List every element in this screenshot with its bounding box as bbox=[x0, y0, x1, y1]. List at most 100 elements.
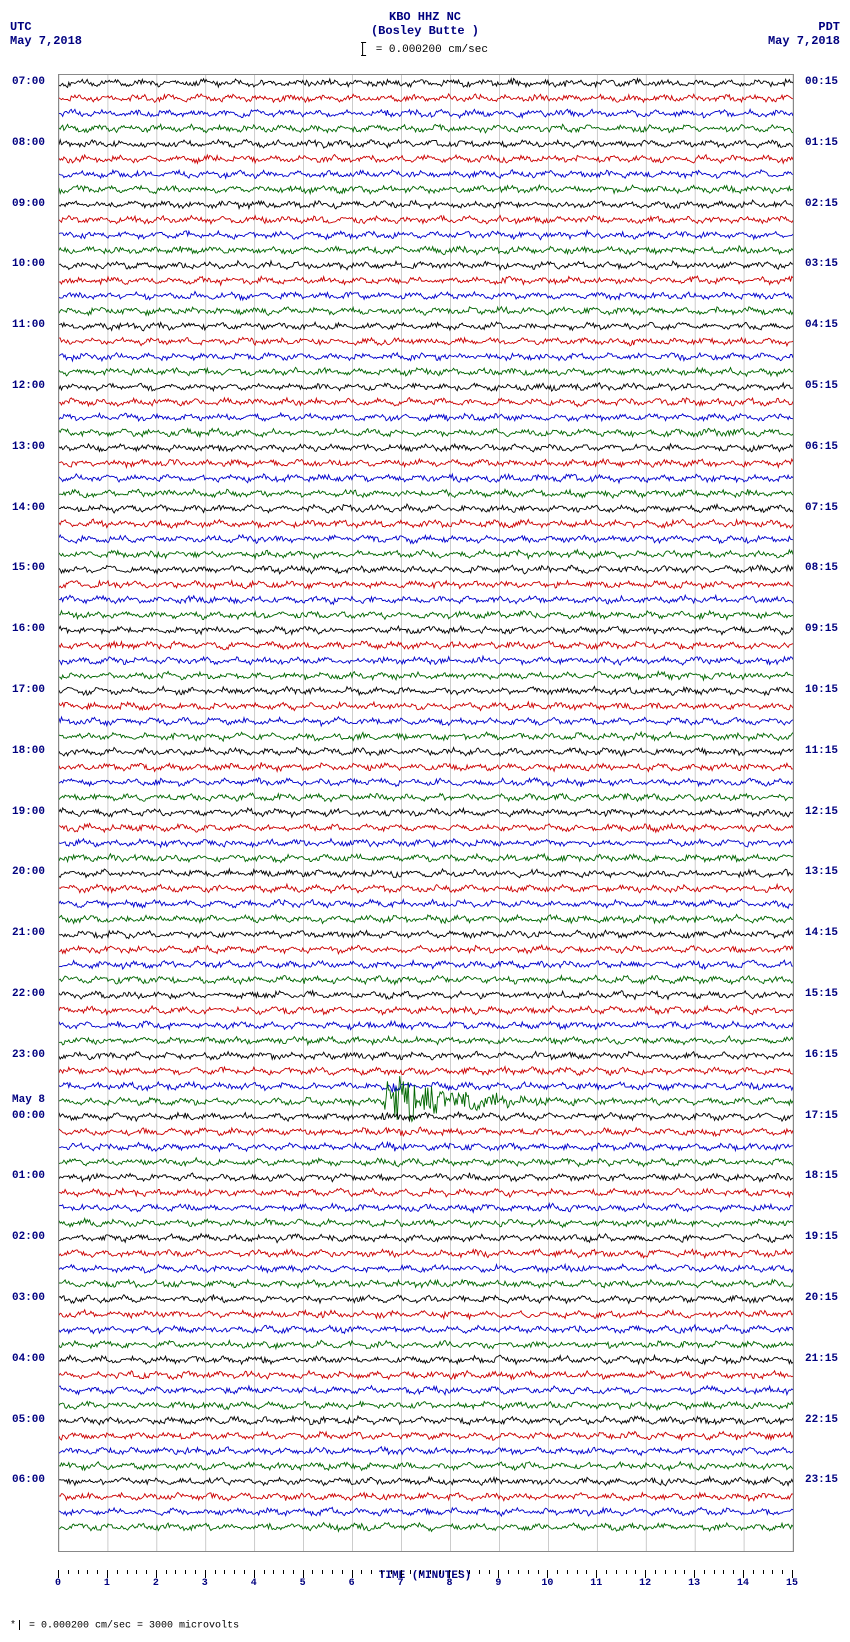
trace bbox=[59, 1416, 793, 1425]
tick-minor bbox=[244, 1570, 245, 1574]
trace bbox=[59, 1447, 793, 1456]
trace bbox=[59, 550, 793, 559]
trace bbox=[59, 1507, 793, 1516]
tick-minor bbox=[361, 1570, 362, 1574]
trace bbox=[59, 717, 793, 726]
tick-minor bbox=[538, 1570, 539, 1574]
tick-major bbox=[498, 1570, 499, 1578]
tick-minor bbox=[518, 1570, 519, 1574]
trace bbox=[59, 322, 793, 331]
tick-minor bbox=[215, 1570, 216, 1574]
trace bbox=[59, 671, 793, 680]
trace bbox=[59, 1280, 793, 1288]
time-label-left: 17:00 bbox=[12, 684, 45, 696]
time-label-right: 00:15 bbox=[805, 76, 838, 88]
time-label-right: 07:15 bbox=[805, 502, 838, 514]
tick-minor bbox=[684, 1570, 685, 1574]
tick-minor bbox=[733, 1570, 734, 1574]
trace bbox=[59, 748, 793, 757]
trace bbox=[59, 535, 793, 544]
trace bbox=[59, 930, 793, 939]
time-label-right: 23:15 bbox=[805, 1474, 838, 1486]
footer-text: = 0.000200 cm/sec = 3000 microvolts bbox=[29, 1621, 239, 1632]
tick-minor bbox=[626, 1570, 627, 1574]
tick-minor bbox=[459, 1570, 460, 1574]
time-label-left: 16:00 bbox=[12, 623, 45, 635]
time-label-right: 15:15 bbox=[805, 988, 838, 1000]
tick-minor bbox=[635, 1570, 636, 1574]
trace bbox=[59, 1355, 793, 1364]
tick-major bbox=[694, 1570, 695, 1578]
time-label-left: May 8 bbox=[12, 1094, 45, 1106]
time-label-right: 19:15 bbox=[805, 1231, 838, 1243]
trace bbox=[59, 581, 793, 589]
tick-minor bbox=[273, 1570, 274, 1574]
tick-label: 2 bbox=[153, 1578, 159, 1589]
time-label-right: 05:15 bbox=[805, 380, 838, 392]
tick-minor bbox=[508, 1570, 509, 1574]
trace bbox=[59, 474, 793, 483]
time-label-left: 04:00 bbox=[12, 1353, 45, 1365]
tick-minor bbox=[283, 1570, 284, 1574]
tick-label: 12 bbox=[639, 1578, 651, 1589]
tick-minor bbox=[557, 1570, 558, 1574]
trace bbox=[59, 732, 793, 741]
tick-label: 7 bbox=[398, 1578, 404, 1589]
trace bbox=[59, 140, 793, 149]
time-label-left: 18:00 bbox=[12, 745, 45, 757]
left-tz-label: UTC May 7,2018 bbox=[10, 20, 82, 48]
trace bbox=[59, 1432, 793, 1441]
station-name: (Bosley Butte ) bbox=[371, 24, 479, 38]
tick-minor bbox=[665, 1570, 666, 1574]
trace bbox=[59, 1249, 793, 1258]
tick-minor bbox=[117, 1570, 118, 1574]
tick-label: 8 bbox=[446, 1578, 452, 1589]
tick-minor bbox=[440, 1570, 441, 1574]
time-label-right: 18:15 bbox=[805, 1170, 838, 1182]
trace bbox=[59, 778, 793, 787]
tick-label: 4 bbox=[251, 1578, 257, 1589]
trace bbox=[59, 79, 793, 88]
tick-minor bbox=[606, 1570, 607, 1574]
footer: * = 0.000200 cm/sec = 3000 microvolts bbox=[10, 1620, 840, 1632]
station-code: KBO HHZ NC bbox=[389, 10, 461, 24]
trace bbox=[59, 641, 793, 650]
trace bbox=[59, 1067, 793, 1076]
trace bbox=[59, 337, 793, 346]
plot-wrap: TIME (MINUTES) 0123456789101112131415 07… bbox=[58, 74, 792, 1610]
tick-major bbox=[58, 1570, 59, 1578]
trace bbox=[59, 353, 793, 361]
trace bbox=[59, 444, 793, 452]
trace bbox=[59, 1477, 793, 1486]
trace bbox=[59, 94, 793, 102]
time-label-right: 14:15 bbox=[805, 927, 838, 939]
time-label-right: 12:15 bbox=[805, 806, 838, 818]
seismogram-svg bbox=[59, 75, 793, 1551]
trace bbox=[59, 1340, 793, 1348]
time-label-right: 20:15 bbox=[805, 1292, 838, 1304]
time-label-left: 10:00 bbox=[12, 258, 45, 270]
trace bbox=[59, 1006, 793, 1015]
right-tz-label: PDT May 7,2018 bbox=[768, 20, 840, 48]
tick-minor bbox=[753, 1570, 754, 1574]
tick-minor bbox=[489, 1570, 490, 1574]
tick-label: 11 bbox=[590, 1578, 602, 1589]
tick-minor bbox=[264, 1570, 265, 1574]
trace bbox=[59, 595, 793, 604]
tick-minor bbox=[136, 1570, 137, 1574]
trace bbox=[59, 246, 793, 255]
time-label-left: 13:00 bbox=[12, 441, 45, 453]
trace bbox=[59, 1386, 793, 1395]
time-label-right: 10:15 bbox=[805, 684, 838, 696]
time-label-left: 11:00 bbox=[12, 319, 45, 331]
trace bbox=[59, 915, 793, 924]
tick-minor bbox=[87, 1570, 88, 1574]
trace bbox=[59, 1112, 793, 1121]
tick-minor bbox=[723, 1570, 724, 1574]
time-label-right: 01:15 bbox=[805, 137, 838, 149]
tick-major bbox=[352, 1570, 353, 1578]
trace bbox=[59, 945, 793, 954]
time-label-right: 08:15 bbox=[805, 562, 838, 574]
trace bbox=[59, 1219, 793, 1228]
tick-label: 10 bbox=[541, 1578, 553, 1589]
